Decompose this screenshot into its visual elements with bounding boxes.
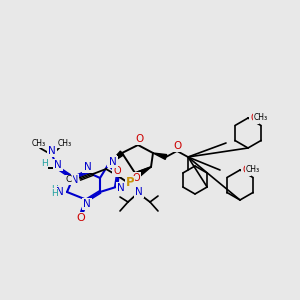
Text: O: O	[250, 113, 258, 123]
Text: N: N	[57, 187, 65, 197]
Text: N: N	[83, 199, 91, 209]
Text: H: H	[40, 160, 47, 169]
Polygon shape	[153, 153, 167, 159]
Text: CH₃: CH₃	[246, 164, 260, 173]
Text: P: P	[126, 176, 134, 190]
Text: H: H	[51, 188, 57, 197]
Text: N: N	[109, 157, 117, 167]
Text: O: O	[174, 141, 182, 151]
Text: N: N	[83, 162, 91, 172]
Polygon shape	[138, 167, 151, 176]
Text: N: N	[48, 146, 56, 156]
Text: C: C	[66, 176, 72, 184]
Text: N: N	[117, 184, 125, 194]
Text: N: N	[57, 187, 65, 197]
Text: O: O	[242, 165, 250, 175]
Text: CH₃: CH₃	[58, 139, 72, 148]
Text: N: N	[54, 160, 62, 170]
Text: N: N	[71, 175, 79, 185]
Text: H: H	[52, 185, 58, 194]
Text: CH₃: CH₃	[254, 112, 268, 122]
Text: N: N	[108, 156, 116, 166]
Text: O: O	[132, 173, 140, 183]
Text: N: N	[84, 162, 92, 172]
Polygon shape	[108, 151, 124, 165]
Text: N: N	[117, 183, 125, 193]
Text: CH₃: CH₃	[32, 139, 46, 148]
Text: O: O	[113, 166, 121, 176]
Text: N: N	[56, 187, 64, 197]
Text: O: O	[135, 134, 143, 144]
Text: O: O	[76, 213, 85, 223]
Text: N: N	[135, 187, 143, 197]
